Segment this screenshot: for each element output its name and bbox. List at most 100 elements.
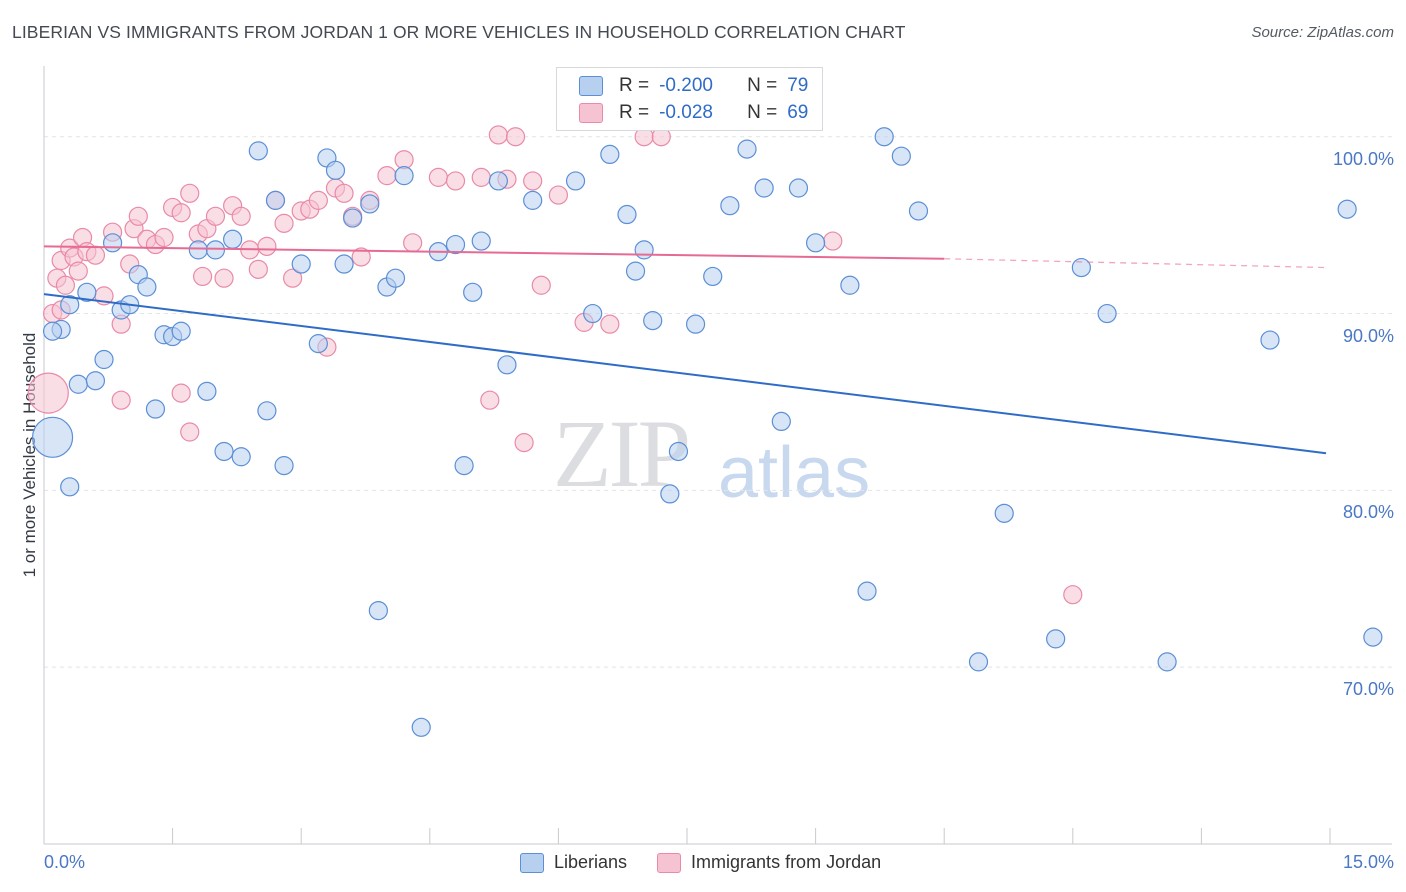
data-point — [193, 266, 213, 287]
data-point — [368, 600, 388, 621]
data-point — [463, 282, 483, 302]
jordan-legend-swatch — [657, 852, 682, 873]
data-point — [360, 194, 380, 214]
data-point — [68, 261, 88, 281]
data-point — [55, 275, 76, 295]
data-point — [600, 314, 620, 334]
data-point — [548, 185, 569, 205]
data-point — [497, 355, 517, 375]
data-point — [754, 178, 774, 198]
data-point — [643, 311, 663, 331]
data-point — [351, 247, 371, 267]
data-point — [471, 231, 491, 251]
data-point — [565, 171, 586, 191]
data-point — [85, 371, 106, 391]
data-point — [874, 127, 894, 147]
data-point — [1337, 199, 1357, 219]
data-point — [27, 372, 69, 414]
data-point — [668, 441, 689, 462]
data-point — [308, 190, 328, 210]
data-point — [685, 314, 706, 334]
data-point — [180, 183, 200, 203]
data-point — [283, 268, 303, 288]
data-point — [523, 190, 543, 210]
data-point — [1157, 652, 1177, 672]
data-point — [385, 268, 406, 288]
data-point — [205, 240, 226, 260]
data-point — [788, 178, 809, 198]
data-point — [1097, 303, 1117, 324]
jordan-trend-line — [43, 245, 945, 260]
data-point — [214, 268, 234, 288]
liberians-legend-label: Liberians — [554, 852, 628, 872]
data-point — [274, 456, 294, 476]
r-label: R = — [619, 102, 650, 123]
y-tick-label: 80.0% — [1342, 502, 1394, 523]
data-point — [1071, 257, 1091, 278]
data-point — [703, 266, 723, 287]
data-point — [634, 240, 654, 260]
data-point — [171, 203, 191, 223]
data-point — [171, 321, 191, 341]
data-point — [137, 277, 157, 297]
chart-title: LIBERIAN VS IMMIGRANTS FROM JORDAN 1 OR … — [12, 22, 906, 42]
data-point — [214, 441, 234, 462]
data-point — [42, 321, 63, 341]
data-point — [154, 227, 174, 248]
series-legend: Liberians Immigrants from Jordan — [520, 852, 911, 873]
jordan-swatch — [579, 103, 603, 123]
data-point — [394, 150, 414, 170]
data-point — [394, 166, 414, 186]
data-point — [145, 399, 166, 419]
liberians-legend-swatch — [520, 852, 544, 873]
data-point — [223, 229, 243, 249]
data-point — [771, 411, 791, 432]
data-point — [188, 240, 208, 260]
data-point — [994, 503, 1014, 523]
data-point — [248, 259, 268, 279]
data-point — [968, 652, 989, 672]
data-point — [60, 477, 80, 497]
correlation-legend: R = -0.200 N = 79 R = -0.028 N = 69 — [556, 67, 823, 131]
data-point — [77, 282, 97, 302]
data-point — [265, 190, 286, 210]
data-point — [857, 581, 877, 601]
data-point — [720, 196, 740, 216]
data-point — [325, 160, 346, 180]
data-point — [68, 374, 88, 394]
data-point — [205, 206, 226, 226]
data-point — [291, 254, 311, 274]
data-point — [128, 206, 148, 226]
legend-item-jordan[interactable]: Immigrants from Jordan — [657, 852, 881, 873]
watermark-atlas: atlas — [718, 433, 871, 513]
data-point — [411, 717, 431, 737]
data-point — [583, 303, 603, 324]
n-label: N = — [747, 75, 778, 96]
data-point — [257, 401, 277, 421]
liberians-r-value: -0.200 — [659, 75, 713, 96]
r-label: R = — [619, 75, 650, 96]
jordan-n-value: 69 — [787, 102, 809, 123]
data-point — [1063, 585, 1083, 605]
data-point — [625, 261, 646, 281]
data-point — [85, 245, 106, 265]
data-point — [840, 275, 860, 295]
source-label: Source: ZipAtlas.com — [1251, 24, 1394, 41]
jordan-trend-extension — [944, 258, 1327, 269]
data-point — [31, 416, 74, 458]
liberians-swatch — [579, 76, 603, 96]
y-tick-label: 100.0% — [1332, 148, 1394, 169]
y-tick-label: 90.0% — [1342, 325, 1394, 346]
data-point — [343, 208, 363, 228]
y-tick-label: 70.0% — [1342, 679, 1394, 700]
jordan-r-value: -0.028 — [659, 102, 713, 123]
legend-row-jordan: R = -0.028 N = 69 — [579, 101, 808, 125]
legend-item-liberians[interactable]: Liberians — [520, 852, 627, 873]
data-point — [505, 127, 526, 147]
data-point — [523, 171, 543, 191]
data-point — [171, 383, 191, 403]
data-point — [180, 422, 200, 442]
data-point — [531, 275, 551, 295]
legend-row-liberians: R = -0.200 N = 79 — [579, 74, 808, 98]
